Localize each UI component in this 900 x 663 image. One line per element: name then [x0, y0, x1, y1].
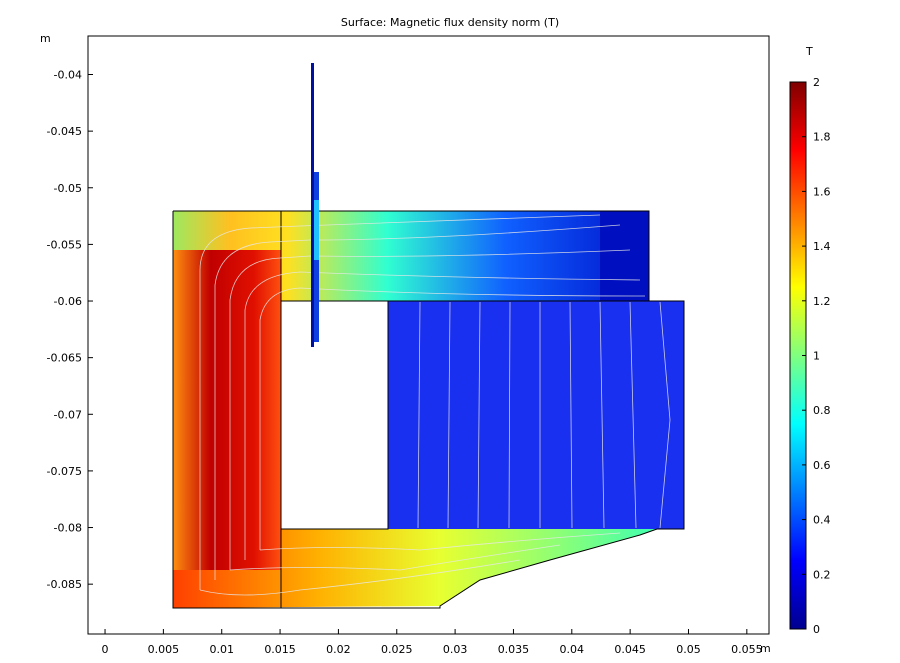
field-surface	[172, 63, 685, 609]
x-tick-label: 0.045	[614, 643, 646, 656]
colorbar-label: T	[805, 45, 813, 58]
colorbar-tick-label: 0	[813, 623, 820, 636]
colorbar-tick-label: 0.8	[813, 404, 831, 417]
y-unit: m	[40, 32, 51, 45]
colorbar-tick-label: 1.6	[813, 185, 831, 198]
x-tick-label: 0.03	[443, 643, 468, 656]
colorbar-tick-label: 2	[813, 76, 820, 89]
x-tick-label: 0	[102, 643, 109, 656]
x-tick-label: 0.015	[264, 643, 296, 656]
x-tick-label: 0.05	[676, 643, 701, 656]
y-tick-label: -0.085	[47, 578, 82, 591]
x-tick-label: 0.01	[209, 643, 234, 656]
x-tick-label: 0.055	[731, 643, 763, 656]
y-tick-label: -0.045	[47, 125, 82, 138]
y-tick-label: -0.075	[47, 465, 82, 478]
y-tick-label: -0.06	[54, 295, 82, 308]
colorbar-tick-label: 0.2	[813, 568, 831, 581]
y-tick-label: -0.08	[54, 522, 82, 535]
colorbar-tick-label: 0.6	[813, 459, 831, 472]
colorbar-tick-label: 1.2	[813, 295, 831, 308]
chart-title: Surface: Magnetic flux density norm (T)	[341, 16, 559, 29]
y-tick-label: -0.055	[47, 238, 82, 251]
x-tick-label: 0.035	[498, 643, 530, 656]
y-tick-label: -0.04	[54, 69, 82, 82]
x-tick-label: 0.04	[560, 643, 585, 656]
colorbar-tick-label: 1.8	[813, 131, 831, 144]
x-tick-label: 0.02	[326, 643, 351, 656]
x-unit: m	[760, 642, 771, 655]
y-tick-label: -0.07	[54, 408, 82, 421]
y-tick-label: -0.065	[47, 352, 82, 365]
colorbar-tick-label: 0.4	[813, 514, 831, 527]
colorbar-tick-label: 1.4	[813, 240, 831, 253]
plot-frame	[87, 35, 770, 635]
x-tick-label: 0.025	[381, 643, 413, 656]
colorbar-tick-label: 1	[813, 350, 820, 363]
x-tick-label: 0.005	[148, 643, 180, 656]
y-tick-label: -0.05	[54, 182, 82, 195]
